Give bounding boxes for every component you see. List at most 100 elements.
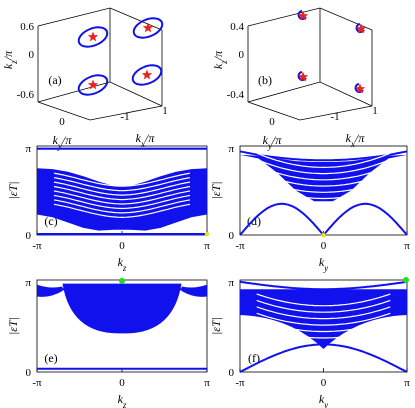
z-tick-label: 0.4 [230, 21, 244, 33]
loop-ellipse [131, 64, 163, 86]
band-gap-line [53, 186, 191, 201]
x-tick-label: -π [235, 377, 245, 389]
edge-band-lower [239, 202, 408, 237]
box-front-edge [247, 101, 373, 121]
panel-label: (b) [258, 73, 272, 87]
weyl-point-star [355, 23, 367, 34]
band-gap-line [256, 306, 391, 320]
z-axis-label: kz/π [1, 50, 19, 69]
band-gap-line [53, 199, 191, 214]
x-tick-label: 0 [321, 377, 327, 389]
y-tick-label: π [228, 143, 234, 155]
x-tick-label: -π [235, 240, 245, 252]
x-tick-label: 0 [119, 240, 125, 252]
z-tick-label: 0.6 [20, 21, 34, 33]
pi-mode-marker [119, 277, 125, 284]
zero-mode-marker [321, 232, 326, 238]
y-tick-label: 0 [229, 367, 235, 379]
band-gap-line [53, 190, 191, 205]
box-front-edge [37, 101, 163, 121]
weyl-point-star [297, 10, 309, 21]
x-tick-label: π [204, 240, 210, 252]
z-tick-label: -0.6 [17, 89, 35, 101]
weyl-point-star [354, 83, 366, 94]
z-tick-label: 0 [29, 49, 35, 61]
band-gap-line [53, 181, 191, 196]
bulk-band-center [62, 283, 182, 334]
y-tick-label: 0 [269, 116, 275, 128]
y-axis-label: |εT| [6, 317, 20, 335]
loop-ellipse [77, 26, 109, 48]
x-tick-label: 1 [162, 105, 168, 117]
band-gap-line [53, 194, 191, 210]
band-gap-line [256, 319, 391, 333]
panel-3d-b [247, 7, 373, 121]
x-tick-label: -1 [120, 111, 129, 123]
loop-ellipse [77, 74, 109, 96]
band-gap-line [256, 183, 391, 200]
y-tick-label: 0 [26, 230, 32, 242]
x-axis-label: kz [118, 392, 127, 408]
panel-label: (e) [44, 351, 57, 365]
y-tick-label: 0 [229, 230, 235, 242]
weyl-point-star [297, 71, 309, 82]
bulk-band-left [37, 284, 63, 297]
box-floor-edge [247, 81, 373, 107]
band-gap-line [256, 299, 391, 313]
x-tick-label: -1 [330, 111, 339, 123]
band-gap-line [53, 203, 191, 219]
x-tick-label: π [204, 377, 210, 389]
panel-label: (d) [247, 214, 261, 228]
z-tick-label: 0 [239, 49, 245, 61]
y-axis-label: |εT| [209, 182, 223, 200]
weyl-point-star [142, 22, 154, 33]
band-gap-line [256, 158, 391, 175]
band-gap-line [256, 325, 391, 339]
y-tick-label: π [25, 143, 31, 155]
x-tick-label: -π [32, 240, 42, 252]
box-floor-edge [37, 81, 163, 107]
band-gap-line [256, 165, 391, 181]
pi-mode-marker [403, 277, 409, 283]
y-tick-label: 0 [59, 116, 65, 128]
x-tick-label: 0 [321, 240, 327, 252]
weyl-point-star [87, 79, 99, 90]
x-tick-label: π [404, 240, 410, 252]
band-gap-line [256, 312, 391, 326]
x-axis-label: ky [319, 255, 328, 273]
weyl-point-star [141, 69, 153, 80]
bulk-band-right [181, 284, 207, 297]
band-gap-line [53, 172, 191, 187]
x-tick-label: 1 [372, 105, 378, 117]
panel-label: (f) [248, 351, 260, 365]
y-tick-label: 0 [26, 367, 32, 379]
box-top-edge [247, 7, 373, 31]
panel-label: (a) [48, 73, 61, 87]
band-gap-line [256, 177, 391, 193]
x-axis-label: ky [319, 392, 328, 408]
band-gap-line [53, 177, 191, 192]
x-tick-label: -π [32, 377, 42, 389]
y-axis-label: ky/π [263, 133, 283, 151]
x-tick-label: 0 [119, 377, 125, 389]
edge-band-upper [239, 150, 408, 162]
y-axis-label: |εT| [6, 182, 20, 200]
y-tick-label: π [228, 277, 234, 289]
y-tick-label: π [25, 277, 31, 289]
panel-3d-a [37, 7, 164, 121]
zero-mode-marker [204, 231, 210, 237]
band-gap-line [256, 293, 391, 307]
loop-ellipse [132, 17, 164, 39]
band-gap-line [256, 152, 391, 169]
x-axis-label: kx/π [346, 131, 366, 149]
bulk-band [240, 154, 407, 202]
z-axis-label: kz/π [211, 50, 229, 69]
edge-band-top [239, 280, 408, 291]
x-axis-label: kx/π [136, 131, 156, 149]
weyl-point-star [87, 31, 99, 42]
y-axis-label: |εT| [209, 317, 223, 335]
x-axis-label: kz [118, 255, 127, 273]
x-tick-label: π [404, 377, 410, 389]
band-gap-line [256, 171, 391, 187]
